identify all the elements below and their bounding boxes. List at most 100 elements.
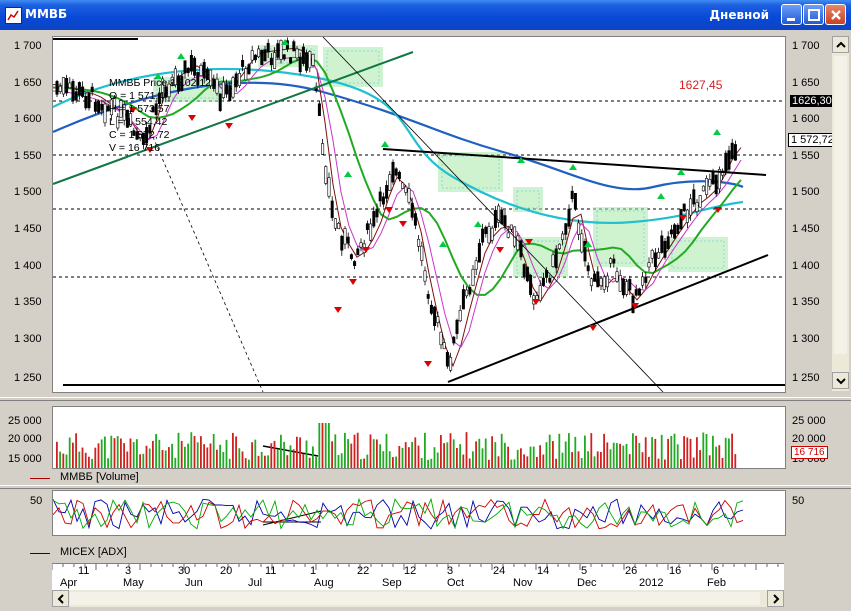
day-tick: 12 (404, 565, 417, 577)
month-tick: Aug (314, 577, 334, 589)
day-tick: 26 (625, 565, 638, 577)
adx-chart (53, 497, 744, 530)
price-tick: 1 300 (14, 333, 42, 345)
info-name: MMBБ Price 15.02.12 (109, 77, 212, 89)
price-tick: 1 650 (14, 77, 42, 89)
volume-tick: 25 000 (792, 415, 826, 427)
month-tick: Nov (513, 577, 533, 589)
scroll-up-button[interactable] (832, 36, 849, 53)
price-chart (53, 37, 785, 392)
panel-splitter[interactable] (0, 485, 851, 489)
scroll-track[interactable] (834, 56, 847, 354)
day-tick: 11 (78, 565, 90, 577)
day-tick: 1 (310, 565, 317, 577)
adx-tick: 50 (30, 495, 43, 507)
price-tick: 1 300 (792, 333, 820, 345)
adx-panel[interactable] (52, 490, 786, 536)
trendline-support (447, 254, 769, 383)
day-tick: 3 (125, 565, 132, 577)
trendline-resistance (382, 148, 767, 176)
day-tick: 6 (713, 565, 720, 577)
vertical-scrollbar[interactable] (832, 36, 849, 391)
volume-tick: 25 000 (8, 415, 42, 427)
price-tick: 1 500 (792, 186, 820, 198)
price-tick: 1 550 (792, 150, 820, 162)
signal-arrows (129, 39, 722, 367)
volume-panel[interactable] (52, 406, 786, 469)
price-tick: 1 600 (14, 113, 42, 125)
month-tick: Jul (248, 577, 263, 589)
price-info-box: MMBБ Price 15.02.12 O = 1 571,4 H = 1 57… (109, 77, 211, 155)
day-tick: 30 (178, 565, 191, 577)
close-button[interactable] (825, 4, 846, 25)
info-high: H = 1 573,57 (109, 103, 170, 115)
timeframe-label: Дневной (709, 8, 769, 22)
price-tick: 1 700 (792, 40, 820, 52)
diagonal-dashed-line (152, 136, 264, 392)
day-tick: 24 (493, 565, 506, 577)
volume-tick: 20 000 (792, 433, 826, 445)
adx-trendline (262, 510, 322, 526)
day-tick: 3 (447, 565, 454, 577)
last-price-box: 1 572,72 (788, 133, 837, 147)
month-tick: Dec (577, 577, 597, 589)
cloud-areas (153, 45, 728, 277)
scroll-down-button[interactable] (832, 372, 849, 389)
month-tick: Oct (447, 577, 465, 589)
last-volume-box: 16 716 (791, 446, 828, 459)
level-annotation: 1627,45 (679, 78, 723, 92)
price-tick: 1 700 (14, 40, 42, 52)
panel-splitter[interactable] (0, 397, 851, 401)
day-tick: 11 (265, 565, 277, 577)
diagonal-line (322, 37, 664, 392)
price-tick: 1 250 (14, 372, 42, 384)
maximize-button[interactable] (803, 4, 824, 25)
month-tick: Sep (382, 577, 402, 589)
info-low: L = 1 554,42 (109, 116, 168, 128)
day-tick: 22 (357, 565, 370, 577)
title-bar[interactable]: MMBБ Дневной (0, 0, 851, 30)
month-tick: 2012 (639, 577, 664, 589)
price-tick: 1 400 (14, 260, 42, 272)
info-volume: V = 16 716 (109, 142, 161, 154)
volume-chart (56, 423, 737, 468)
day-tick: 14 (537, 565, 550, 577)
day-tick: 5 (581, 565, 588, 577)
price-chart-panel[interactable]: MMBБ Price 15.02.12 O = 1 571,4 H = 1 57… (52, 36, 786, 393)
scroll-track-horizontal[interactable] (70, 592, 760, 605)
price-tick: 1 500 (14, 186, 42, 198)
volume-tick: 15 000 (8, 453, 42, 465)
scroll-right-button[interactable] (767, 590, 784, 607)
info-open: O = 1 571,4 (109, 90, 165, 102)
scroll-left-button[interactable] (52, 590, 69, 607)
day-tick: 16 (669, 565, 682, 577)
price-tick: 1 650 (792, 77, 820, 89)
volume-tick: 20 000 (8, 433, 42, 445)
minimize-button[interactable] (781, 4, 802, 25)
time-axis: 11 3 30 20 11 1 22 12 3 24 14 5 26 16 6 … (51, 563, 784, 590)
price-tick: 1 550 (14, 150, 42, 162)
volume-legend: MMBБ [Volume] (60, 471, 139, 483)
month-tick: Jun (185, 577, 203, 589)
level-price-box: 1626,30 (790, 95, 834, 107)
app-icon (5, 7, 22, 24)
price-tick: 1 350 (14, 296, 42, 308)
window-title: MMBБ (25, 7, 68, 21)
price-tick: 1 350 (792, 296, 820, 308)
horizontal-scrollbar[interactable] (52, 590, 784, 607)
volume-legend-swatch (30, 478, 50, 479)
adx-tick: 50 (792, 495, 805, 507)
price-tick: 1 250 (792, 372, 820, 384)
adx-legend: MICEX [ADX] (60, 546, 127, 558)
price-tick: 1 450 (14, 223, 42, 235)
price-tick: 1 400 (792, 260, 820, 272)
adx-legend-swatch (30, 553, 50, 554)
month-tick: Apr (60, 577, 78, 589)
price-tick: 1 450 (792, 223, 820, 235)
info-close: C = 1 572,72 (109, 129, 170, 141)
month-tick: May (123, 577, 144, 589)
trendline-green (53, 51, 414, 185)
moving-average-green (53, 56, 742, 296)
day-tick: 20 (220, 565, 233, 577)
